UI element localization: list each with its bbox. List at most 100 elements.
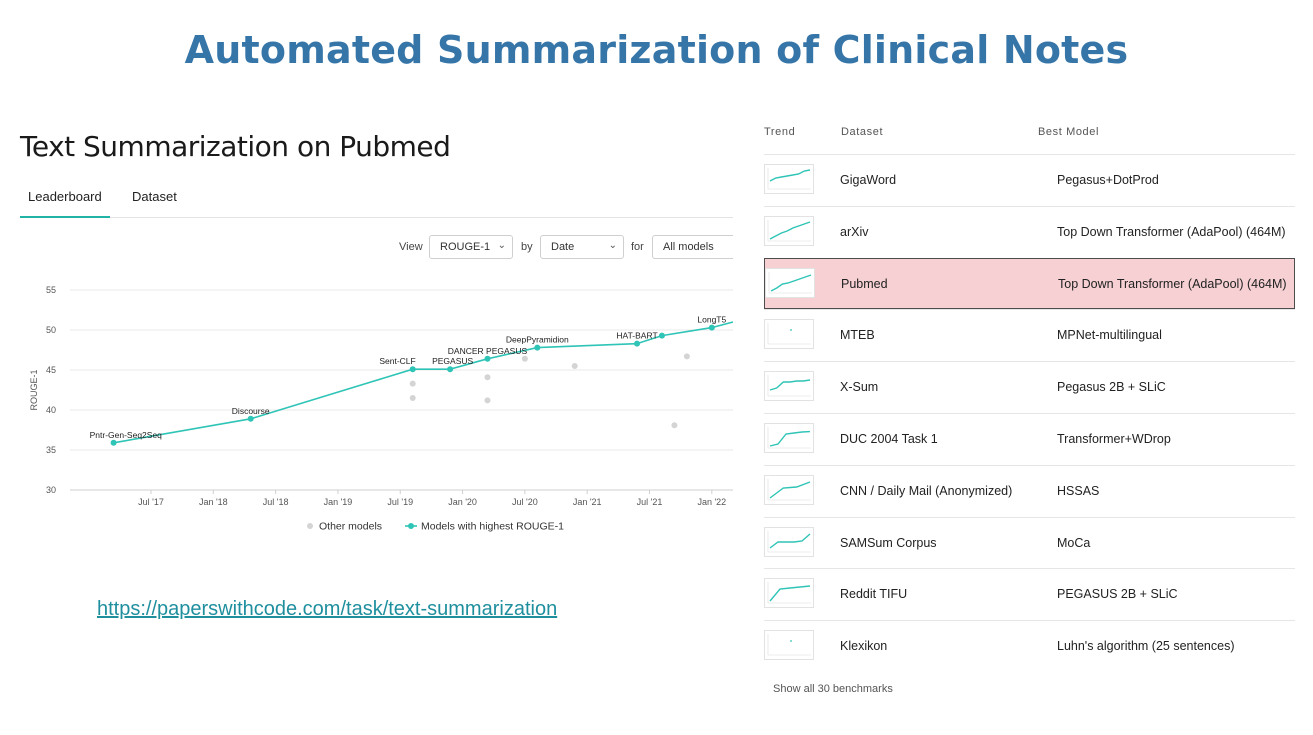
x-tick-label: Jul '18: [263, 497, 289, 507]
spark-line: [769, 533, 811, 549]
legend-other-swatch: [307, 523, 313, 529]
dataset-name[interactable]: Klexikon: [840, 639, 888, 654]
best-model-point[interactable]: [110, 439, 117, 446]
other-model-point[interactable]: [683, 353, 690, 360]
best-model-name[interactable]: Pegasus 2B + SLiC: [1057, 380, 1166, 395]
legend-best-label: Models with highest ROUGE-1: [421, 521, 564, 533]
dataset-name[interactable]: GigaWord: [840, 173, 897, 187]
x-tick-label: Jan '18: [199, 497, 228, 507]
sparkline-svg: [767, 219, 811, 242]
paperswithcode-link[interactable]: https://paperswithcode.com/task/text-sum…: [97, 598, 558, 620]
order-select[interactable]: Date ⌄: [540, 235, 624, 259]
chart-grid: [70, 289, 733, 491]
benchmark-row[interactable]: Pubmed Top Down Transformer (AdaPool) (46…: [764, 257, 1295, 310]
point-label: Pntr-Gen-Seq2Seq: [90, 430, 163, 440]
sparkline-svg: [767, 426, 811, 449]
best-model-point[interactable]: [409, 366, 416, 373]
view-label: View: [399, 241, 423, 253]
benchmark-row[interactable]: GigaWord Pegasus+DotProd: [764, 154, 1295, 206]
slide-title: Automated Summarization of Clinical Note…: [184, 28, 1129, 72]
best-model-name[interactable]: PEGASUS 2B + SLiC: [1057, 587, 1178, 602]
benchmark-row[interactable]: arXiv Top Down Transformer (AdaPool) (464…: [764, 205, 1295, 258]
benchmark-row[interactable]: MTEB MPNet-multilingual: [764, 309, 1295, 361]
x-tick-label: Jan '19: [324, 497, 353, 507]
spark-line: [769, 169, 811, 182]
best-model-point[interactable]: [447, 366, 454, 373]
sparkline-svg: [767, 582, 811, 604]
best-model-name[interactable]: Top Down Transformer (AdaPool) (464M): [1057, 224, 1286, 239]
best-model-name[interactable]: MPNet-multilingual: [1057, 328, 1162, 343]
tab-dataset[interactable]: Dataset: [132, 189, 177, 204]
best-model-point[interactable]: [247, 415, 254, 422]
y-tick-label: 45: [46, 365, 56, 375]
best-model-name[interactable]: Transformer+WDrop: [1057, 431, 1171, 446]
other-model-point[interactable]: [571, 363, 578, 369]
x-axis: Jul '17 Jan '18 Jul '18 Jan '19 Jul '19 Jan '…: [138, 490, 726, 507]
benchmark-row[interactable]: CNN / Daily Mail (Anonymized) HSSAS: [764, 464, 1295, 517]
dataset-name[interactable]: CNN / Daily Mail (Anonymized): [840, 483, 1013, 498]
dataset-name[interactable]: MTEB: [840, 328, 875, 343]
trend-sparkline: [764, 164, 814, 194]
point-label: LongT5: [697, 315, 726, 325]
best-model-point[interactable]: [634, 340, 641, 347]
trend-sparkline: [764, 578, 814, 609]
spark-line: [770, 273, 812, 292]
benchmark-row[interactable]: DUC 2004 Task 1 Transformer+WDrop: [764, 412, 1295, 465]
benchmarks-table: Trend Dataset Best Model GigaWord Pegasus…: [764, 118, 1295, 708]
dataset-name[interactable]: Reddit TIFU: [840, 587, 908, 602]
benchmark-row[interactable]: Reddit TIFU PEGASUS 2B + SLiC: [764, 568, 1295, 620]
chart-legend: Other models Models with highest ROUGE-1: [307, 521, 564, 533]
trend-sparkline: [765, 267, 815, 298]
dataset-name[interactable]: arXiv: [840, 224, 869, 239]
best-model-point[interactable]: [658, 332, 665, 339]
x-tick-label: Jan '22: [697, 497, 726, 507]
leaderboard-panel: Text Summarization on Pubmed Leaderboard…: [20, 125, 735, 555]
x-tick-label: Jan '21: [573, 497, 602, 507]
spark-point: [790, 329, 792, 332]
trend-sparkline: [764, 630, 814, 661]
trend-sparkline: [764, 526, 814, 557]
tab-bar: Leaderboard Dataset: [20, 185, 733, 218]
y-tick-label: 30: [46, 485, 56, 495]
sparkline-svg: [767, 168, 811, 190]
metric-select[interactable]: ROUGE-1 ⌄: [429, 235, 513, 259]
benchmark-row[interactable]: SAMSum Corpus MoCa: [764, 516, 1295, 569]
other-model-point[interactable]: [484, 374, 491, 381]
sparkline-svg: [767, 478, 811, 501]
other-model-point[interactable]: [671, 422, 678, 429]
dataset-name[interactable]: X-Sum: [840, 380, 879, 395]
sparkline-svg: [767, 530, 811, 552]
best-model-name[interactable]: Luhn's algorithm (25 sentences): [1057, 639, 1235, 654]
dataset-name[interactable]: Pubmed: [841, 276, 888, 291]
best-model-name[interactable]: Top Down Transformer (AdaPool) (464M): [1058, 276, 1287, 291]
x-tick-label: Jul '20: [512, 497, 538, 507]
best-model-point[interactable]: [534, 344, 541, 351]
other-model-point[interactable]: [521, 355, 528, 362]
best-model-point[interactable]: [484, 355, 491, 362]
dataset-name[interactable]: SAMSum Corpus: [840, 535, 937, 550]
chevron-down-icon: ⌄: [497, 240, 506, 251]
dataset-name[interactable]: DUC 2004 Task 1: [840, 431, 938, 446]
trend-sparkline: [764, 371, 814, 402]
filter-select-value: All models: [663, 241, 714, 253]
spark-line: [769, 481, 811, 499]
tab-leaderboard[interactable]: Leaderboard: [20, 189, 110, 218]
benchmark-row[interactable]: X-Sum Pegasus 2B + SLiC: [764, 361, 1295, 413]
best-series-line: [113, 321, 734, 444]
filter-select[interactable]: All models: [652, 235, 733, 259]
best-model-name[interactable]: HSSAS: [1057, 483, 1100, 498]
legend-other-label: Other models: [319, 521, 382, 533]
spark-line: [769, 585, 811, 602]
show-all-benchmarks-link[interactable]: Show all 30 benchmarks: [773, 683, 893, 695]
sparkline-svg: [767, 323, 811, 345]
other-model-point[interactable]: [484, 397, 491, 404]
point-label: DeepPyramidion: [506, 335, 569, 345]
other-model-point[interactable]: [409, 395, 416, 401]
best-model-name[interactable]: Pegasus+DotProd: [1057, 173, 1159, 187]
benchmark-row[interactable]: Klexikon Luhn's algorithm (25 sentences): [764, 620, 1295, 672]
best-model-point[interactable]: [708, 324, 715, 331]
trend-sparkline: [764, 474, 814, 505]
other-model-point[interactable]: [409, 380, 416, 387]
y-tick-label: 40: [46, 405, 56, 415]
best-model-name[interactable]: MoCa: [1057, 535, 1091, 550]
